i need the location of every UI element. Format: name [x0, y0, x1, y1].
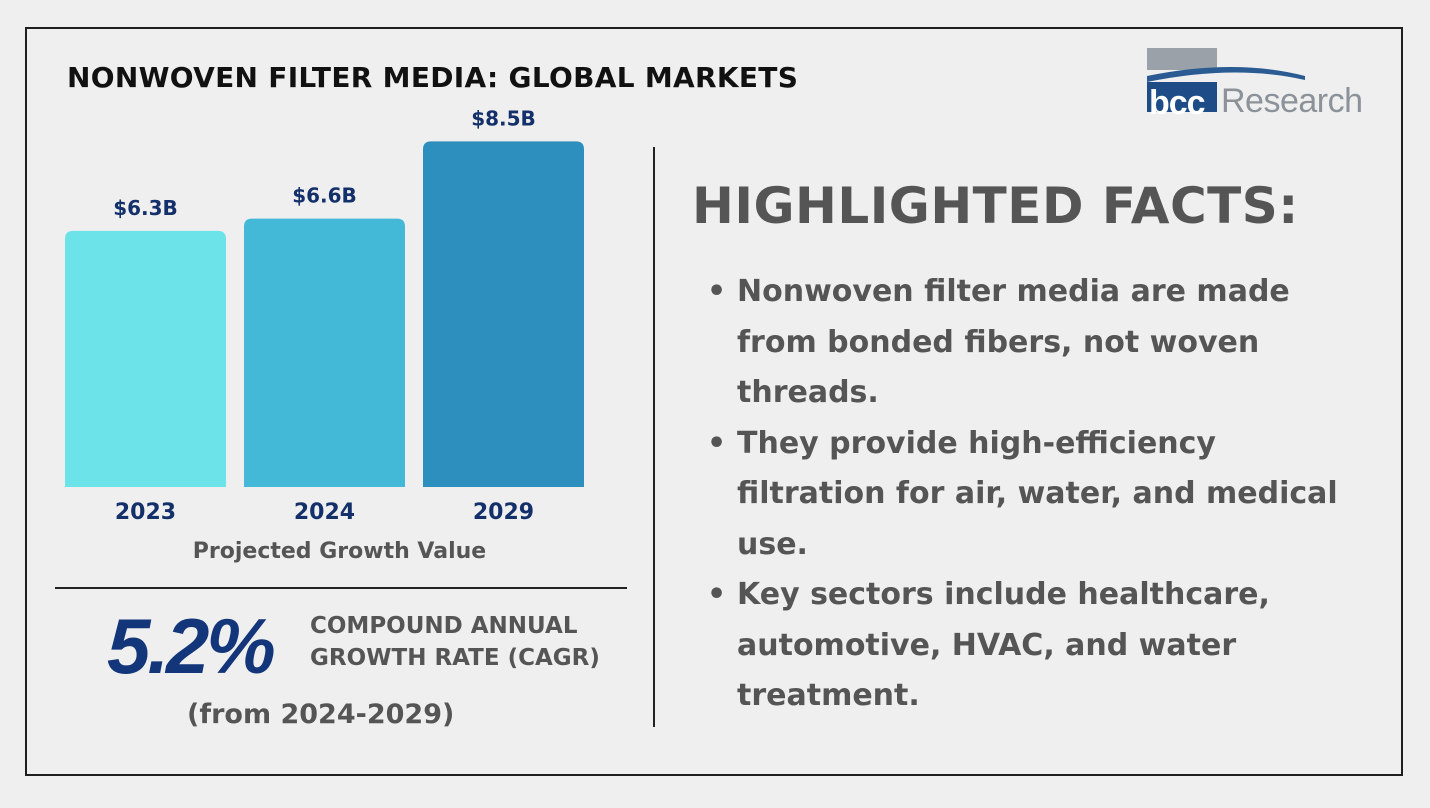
infographic-frame: NONWOVEN FILTER MEDIA: GLOBAL MARKETS bc… [25, 27, 1403, 776]
value-label-2024: $6.6B [292, 184, 357, 208]
bar-2023 [65, 230, 226, 487]
chart-title: Projected Growth Value [192, 539, 487, 564]
value-label-2023: $6.3B [113, 196, 178, 220]
cagr-label-line1: COMPOUND ANNUAL [310, 613, 578, 639]
cagr-period: (from 2024-2029) [187, 699, 455, 730]
bar-chart: $6.3B 2023 $6.6B 2024 $8.5B 2029 [65, 106, 584, 525]
category-label-2029: 2029 [473, 500, 534, 525]
fact-item: • Nonwoven filter media are made from bon… [707, 267, 1367, 419]
facts-heading: HIGHLIGHTED FACTS: [692, 177, 1299, 235]
bullet-icon: • [707, 577, 727, 612]
bcc-research-logo [1147, 48, 1305, 112]
cagr-value: 5.2% [107, 602, 276, 690]
fact-item: • They provide high-efficiency filtration… [707, 419, 1367, 571]
bar-2024 [244, 218, 405, 487]
bullet-icon: • [707, 425, 727, 461]
category-label-2023: 2023 [115, 500, 176, 525]
page-title: NONWOVEN FILTER MEDIA: GLOBAL MARKETS [67, 61, 799, 94]
bar-2029 [423, 141, 584, 487]
cagr-label: COMPOUND ANNUAL GROWTH RATE (CAGR) [310, 610, 600, 674]
divider-vertical [653, 147, 655, 727]
category-label-2024: 2024 [294, 500, 355, 525]
bullet-icon: • [707, 274, 727, 309]
fact-item: • Key sectors include healthcare, automot… [707, 570, 1367, 722]
facts-list: • Nonwoven filter media are made from bon… [707, 267, 1367, 722]
divider-horizontal [55, 587, 627, 589]
value-label-2029: $8.5B [471, 106, 536, 130]
logo-text: Research [1221, 82, 1363, 120]
cagr-label-line2: GROWTH RATE (CAGR) [310, 645, 600, 671]
logo-mark: bcc [1149, 84, 1206, 122]
